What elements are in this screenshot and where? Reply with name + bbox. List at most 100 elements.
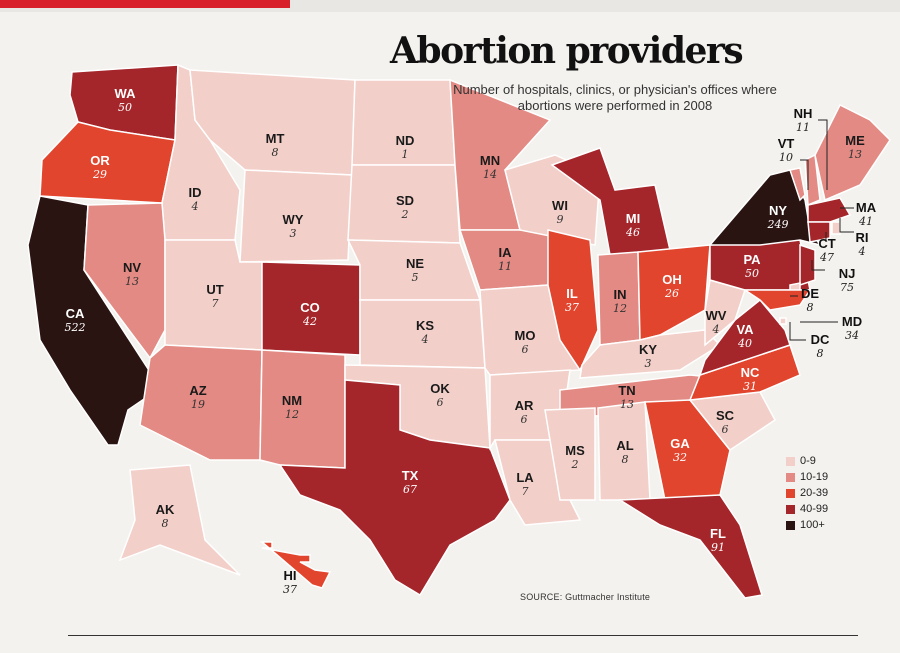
state-value-ut: 7	[212, 297, 219, 310]
state-ga	[644, 399, 731, 501]
state-value-sd: 2	[401, 208, 409, 221]
state-label-nj: NJ	[839, 266, 856, 281]
leader-dc	[789, 322, 806, 341]
legend-item: 0-9	[786, 453, 828, 469]
state-value-nj: 75	[840, 281, 854, 294]
state-value-wi: 9	[557, 213, 564, 226]
state-label-mi: MI	[626, 211, 640, 226]
state-label-la: LA	[516, 470, 534, 485]
state-value-in: 12	[613, 302, 627, 315]
state-value-ct: 47	[819, 251, 834, 264]
state-value-nv: 13	[125, 275, 139, 288]
legend-swatch	[786, 520, 795, 530]
state-value-md: 34	[845, 329, 859, 342]
state-value-ia: 11	[498, 260, 512, 273]
state-label-ar: AR	[515, 398, 534, 413]
state-value-fl: 91	[711, 541, 725, 554]
state-value-mo: 6	[522, 343, 529, 356]
state-label-il: IL	[566, 286, 578, 301]
state-label-ca: CA	[66, 306, 85, 321]
state-label-tn: TN	[618, 383, 635, 398]
state-label-sd: SD	[396, 193, 414, 208]
state-label-co: CO	[300, 300, 320, 315]
state-value-la: 7	[522, 485, 529, 498]
bottom-rule	[68, 635, 858, 636]
legend-swatch	[786, 488, 795, 498]
state-label-ct: CT	[818, 236, 835, 251]
legend-label: 20-39	[800, 487, 829, 499]
state-label-mn: MN	[480, 153, 500, 168]
state-label-ri: RI	[856, 230, 869, 245]
magazine-header-strip	[0, 0, 900, 12]
state-value-mt: 8	[272, 146, 279, 159]
state-label-ne: NE	[406, 256, 424, 271]
state-label-de: DE	[801, 286, 819, 301]
state-label-al: AL	[616, 438, 633, 453]
state-ak	[118, 464, 241, 576]
legend-label: 0-9	[800, 455, 816, 467]
state-label-nd: ND	[396, 133, 415, 148]
state-oh	[637, 244, 711, 341]
state-nj	[799, 243, 816, 287]
state-label-id: ID	[189, 185, 202, 200]
state-label-oh: OH	[662, 272, 682, 287]
state-label-ny: NY	[769, 203, 787, 218]
state-label-nh: NH	[794, 106, 813, 121]
state-value-vt: 10	[779, 151, 793, 164]
state-wv	[704, 279, 746, 347]
state-value-ny: 249	[767, 218, 789, 231]
state-ny	[708, 169, 822, 247]
state-value-mn: 14	[483, 168, 497, 181]
state-label-md: MD	[842, 314, 862, 329]
state-value-ak: 8	[162, 517, 169, 530]
state-label-nv: NV	[123, 260, 141, 275]
leader-vt	[800, 159, 809, 190]
leader-nj	[811, 260, 825, 271]
leader-nh	[818, 119, 828, 190]
state-label-ok: OK	[430, 381, 450, 396]
map-title: Abortion providers	[390, 30, 744, 72]
state-label-hi: HI	[284, 568, 297, 583]
state-value-ar: 6	[521, 413, 528, 426]
state-value-wa: 50	[118, 101, 132, 114]
legend-label: 10-19	[800, 471, 829, 483]
state-value-hi: 37	[283, 583, 297, 596]
state-value-nd: 1	[402, 148, 409, 161]
state-label-wi: WI	[552, 198, 568, 213]
leader-ri	[839, 218, 854, 233]
state-value-me: 13	[848, 148, 862, 161]
state-value-nm: 12	[285, 408, 299, 421]
legend-item: 20-39	[786, 485, 828, 501]
state-value-ky: 3	[645, 357, 652, 370]
state-hi	[259, 541, 332, 589]
state-label-ky: KY	[639, 342, 657, 357]
state-value-mi: 46	[625, 226, 640, 239]
state-me	[814, 103, 891, 202]
legend-item: 40-99	[786, 501, 828, 517]
legend-label: 100+	[800, 519, 825, 531]
state-value-id: 4	[191, 200, 199, 213]
legend-item: 100+	[786, 517, 828, 533]
state-value-va: 40	[737, 337, 752, 350]
state-wy	[239, 169, 353, 263]
state-value-ok: 6	[437, 396, 444, 409]
state-label-wv: WV	[706, 308, 727, 323]
state-label-in: IN	[614, 287, 627, 302]
state-label-sc: SC	[716, 408, 735, 423]
state-value-ca: 522	[65, 321, 86, 334]
state-fl	[617, 494, 763, 599]
state-label-ms: MS	[565, 443, 585, 458]
state-label-nm: NM	[282, 393, 302, 408]
state-value-tx: 67	[403, 483, 417, 496]
state-value-de: 8	[807, 301, 814, 314]
legend-swatch	[786, 504, 795, 514]
state-value-ma: 41	[858, 215, 873, 228]
state-value-sc: 6	[722, 423, 729, 436]
state-ri	[831, 221, 841, 235]
state-label-tx: TX	[402, 468, 419, 483]
map-subtitle: Number of hospitals, clinics, or physici…	[453, 82, 777, 113]
state-value-ri: 4	[858, 245, 866, 258]
state-mi	[550, 147, 671, 256]
state-label-ga: GA	[670, 436, 690, 451]
